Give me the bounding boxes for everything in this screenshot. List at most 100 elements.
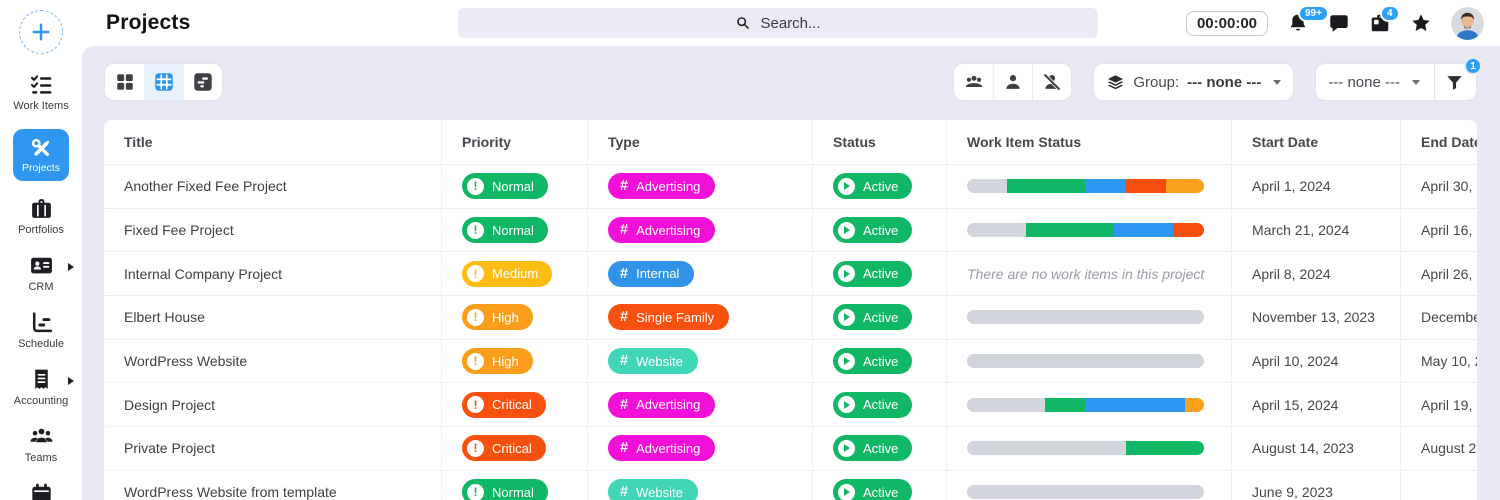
people-group-button[interactable]	[954, 64, 993, 100]
status-badge: Active	[833, 479, 913, 500]
contact-card-icon	[30, 257, 52, 274]
notifications-button[interactable]: 99+	[1287, 5, 1329, 34]
messages-button[interactable]	[1328, 12, 1350, 34]
column-header-priority[interactable]: Priority	[441, 120, 587, 164]
end-date: Decembe	[1400, 296, 1477, 339]
priority-cell: ! High	[441, 296, 587, 339]
schedule-chart-icon	[32, 312, 52, 333]
sidebar-item-work-items[interactable]: Work Items	[6, 72, 76, 116]
column-header-start-date[interactable]: Start Date	[1231, 120, 1400, 164]
sidebar-item-label: Work Items	[13, 100, 69, 112]
sidebar-item-teams[interactable]: Teams	[6, 424, 76, 468]
search-icon	[737, 17, 750, 29]
status-badge: Active	[833, 304, 913, 331]
teams-icon	[30, 428, 52, 443]
tasks-badge: 4	[1380, 5, 1400, 22]
sidebar-item-calendar[interactable]: Calendar	[6, 481, 76, 500]
type-cell: # Advertising	[587, 208, 812, 252]
project-title: Another Fixed Fee Project	[124, 178, 287, 195]
column-header-work-item-status[interactable]: Work Item Status	[946, 120, 1231, 164]
sidebar-item-projects[interactable]: Projects	[13, 129, 69, 181]
project-row[interactable]: Internal Company Project ! Medium # Internal…	[104, 251, 1477, 296]
sidebar-item-label: CRM	[28, 281, 54, 293]
search-placeholder: Search...	[760, 14, 821, 32]
project-row[interactable]: Another Fixed Fee Project ! Normal # Adverti…	[104, 164, 1477, 208]
group-dropdown[interactable]: Group: --- none ---	[1093, 63, 1295, 101]
user-avatar[interactable]	[1451, 6, 1484, 40]
type-cell: # Website	[587, 339, 812, 383]
receipt-icon	[34, 369, 48, 389]
person-button[interactable]	[993, 64, 1032, 100]
hash-icon: #	[620, 309, 629, 326]
funnel-icon[interactable]	[1445, 73, 1464, 92]
priority-badge: ! Normal	[462, 217, 548, 244]
notifications-badge: 99+	[1298, 5, 1329, 22]
view-cards-button[interactable]	[105, 64, 144, 100]
work-item-status-bar	[967, 179, 1204, 194]
project-title: Elbert House	[124, 309, 205, 326]
column-header-status[interactable]: Status	[812, 120, 946, 164]
sidebar-item-label: Teams	[24, 452, 58, 464]
work-item-status-bar	[967, 354, 1204, 369]
filter-count-badge: 1	[1464, 57, 1482, 75]
column-header-title[interactable]: Title	[124, 134, 153, 150]
bar-segment-gray	[967, 354, 1204, 369]
favorites-button[interactable]	[1410, 12, 1432, 34]
sidebar-item-label: Schedule	[18, 338, 64, 350]
create-button[interactable]	[19, 10, 63, 54]
priority-cell: ! Critical	[441, 383, 587, 427]
project-row[interactable]: Design Project ! Critical # Advertising Activ…	[104, 382, 1477, 427]
people-group-icon	[965, 75, 983, 88]
tools-icon	[31, 138, 49, 156]
hash-icon: #	[620, 440, 629, 457]
status-cell: Active	[812, 165, 946, 208]
work-item-status-bar	[967, 223, 1204, 238]
person-off-button[interactable]	[1032, 64, 1071, 100]
sidebar-item-accounting[interactable]: Accounting	[6, 367, 76, 411]
group-label: Group:	[1133, 73, 1180, 91]
filter-dropdown[interactable]: --- none --- 1	[1315, 57, 1482, 101]
start-date: August 14, 2023	[1231, 427, 1400, 470]
type-cell: # Single Family	[587, 296, 812, 339]
end-date	[1400, 470, 1477, 500]
bar-segment-orange	[1185, 397, 1204, 412]
end-date: May 10, 2	[1400, 339, 1477, 383]
tasks-button[interactable]: 4	[1369, 5, 1400, 34]
type-badge: # Website	[608, 348, 698, 375]
column-header-type[interactable]: Type	[587, 120, 812, 164]
type-badge: # Advertising	[608, 391, 716, 418]
bar-segment-gray	[967, 485, 1204, 500]
type-cell: # Advertising	[587, 427, 812, 470]
sidebar-item-crm[interactable]: CRM	[6, 253, 76, 297]
sidebar-item-schedule[interactable]: Schedule	[6, 310, 76, 354]
project-row[interactable]: Elbert House ! High # Single Family Active Nov…	[104, 295, 1477, 339]
work-item-status-bar	[967, 441, 1204, 456]
view-gantt-button[interactable]	[183, 64, 222, 100]
type-badge: # Single Family	[608, 304, 730, 331]
checklist-icon	[30, 75, 51, 94]
priority-cell: ! Medium	[441, 252, 587, 296]
status-cell: Active	[812, 383, 946, 427]
view-table-button[interactable]	[144, 64, 183, 100]
project-title: WordPress Website from template	[124, 484, 337, 500]
layers-icon	[1108, 74, 1124, 89]
play-icon	[838, 483, 855, 500]
sidebar: Work Items Projects Portfolios CRM Schedule A…	[0, 0, 82, 500]
exclamation-icon: !	[467, 308, 484, 326]
type-badge: # Advertising	[608, 173, 716, 200]
project-title: Internal Company Project	[124, 265, 282, 282]
search-input[interactable]: Search...	[458, 8, 1098, 38]
status-badge: Active	[833, 435, 913, 462]
sidebar-item-portfolios[interactable]: Portfolios	[6, 196, 76, 240]
timer-button[interactable]: 00:00:00	[1185, 10, 1268, 36]
project-row[interactable]: WordPress Website from template ! Normal # W…	[104, 469, 1477, 500]
column-header-end-date[interactable]: End Date	[1400, 120, 1477, 164]
project-row[interactable]: Private Project ! Critical # Advertising Acti…	[104, 426, 1477, 470]
project-row[interactable]: Fixed Fee Project ! Normal # Advertising Acti…	[104, 207, 1477, 252]
play-icon	[838, 177, 855, 195]
bar-segment-red	[1173, 223, 1204, 238]
sidebar-item-label: Accounting	[13, 395, 69, 407]
work-item-status-bar	[967, 397, 1204, 412]
project-row[interactable]: WordPress Website ! High # Website Active Apri…	[104, 338, 1477, 383]
end-date: April 19, 2	[1400, 383, 1477, 427]
